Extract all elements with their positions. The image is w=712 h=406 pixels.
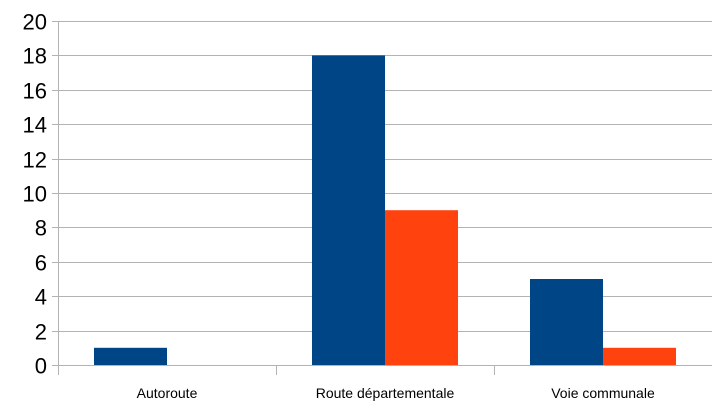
y-tick-label: 10 — [23, 182, 47, 207]
y-tick-label: 6 — [35, 251, 47, 276]
x-category-label: Autoroute — [137, 385, 198, 401]
y-tick-label: 12 — [23, 148, 47, 173]
bar-series2-voie-communale — [603, 347, 676, 365]
axes — [58, 21, 712, 375]
bar-series1-route-d-partementale — [312, 55, 385, 366]
y-tick-label: 2 — [35, 320, 47, 345]
y-tick-label: 4 — [35, 285, 47, 310]
bars — [94, 55, 676, 366]
x-category-label: Route départementale — [316, 385, 455, 401]
tick-labels: 0 2 4 6 8 10 12 14 16 18 20 Autoroute Route départem… — [23, 10, 655, 402]
y-tick-label: 14 — [23, 113, 47, 138]
y-tick-label: 20 — [23, 10, 47, 35]
y-tick-label: 8 — [35, 216, 47, 241]
bar-series1-voie-communale — [530, 279, 603, 365]
bar-series1-autoroute — [94, 347, 167, 365]
bar-series2-route-d-partementale — [385, 210, 458, 365]
y-tick-label: 18 — [23, 44, 47, 69]
y-tick-label: 16 — [23, 79, 47, 104]
x-category-label: Voie communale — [551, 385, 655, 401]
y-tick-label: 0 — [35, 354, 47, 379]
